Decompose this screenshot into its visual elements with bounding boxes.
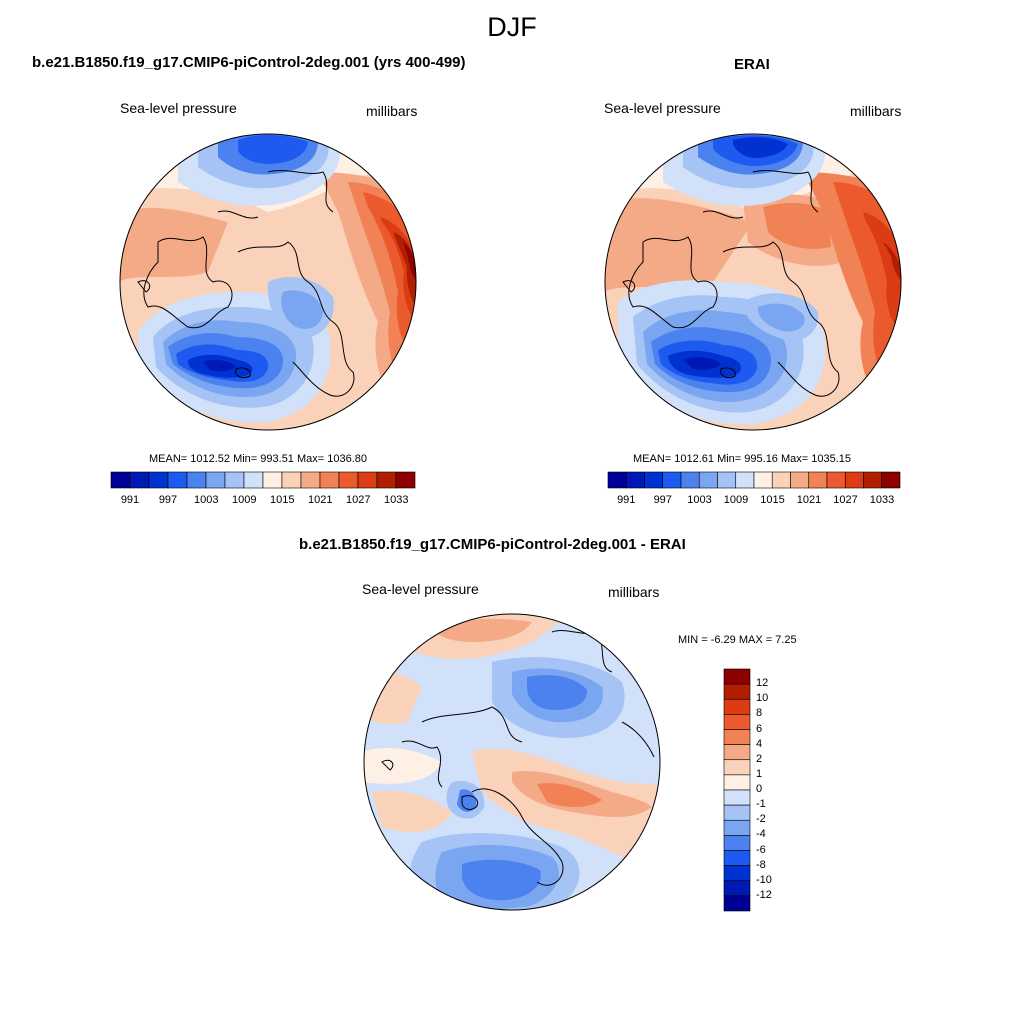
colorbar-swatch: [262, 471, 283, 489]
colorbar-swatch: [357, 471, 378, 489]
colorbar-swatch: [863, 471, 883, 489]
colorbar-swatch: [281, 471, 302, 489]
colorbar-swatch: [723, 835, 751, 851]
colorbar-tick-label: 1021: [796, 494, 822, 506]
colorbar-swatch: [723, 729, 751, 745]
colorbar-swatch: [723, 819, 751, 836]
colorbar-tick-label: 8: [756, 707, 763, 720]
colorbar-swatch: [723, 789, 751, 806]
colorbar-swatch: [723, 714, 751, 730]
colorbar-tick-label: 1027: [833, 494, 858, 506]
colorbar-swatch: [723, 880, 751, 897]
colorbar-swatch: [723, 895, 751, 912]
model-panel-title: b.e21.B1850.f19_g17.CMIP6-piControl-2deg…: [32, 54, 466, 71]
colorbar-tick-label: 6: [756, 722, 763, 735]
colorbar-tick-label: -10: [756, 873, 772, 886]
diff-colorbar: [723, 668, 751, 912]
colorbar-swatch: [881, 471, 901, 489]
obs-panel-title: ERAI: [734, 56, 770, 73]
obs-colorbar: [607, 471, 901, 489]
model-variable-label: Sea-level pressure: [120, 100, 237, 116]
colorbar-tick-label: -2: [756, 813, 766, 826]
colorbar-swatch: [376, 471, 397, 489]
colorbar-tick-label: 1009: [723, 494, 749, 506]
colorbar-tick-label: -12: [756, 888, 772, 901]
colorbar-swatch: [723, 850, 751, 866]
colorbar-swatch: [723, 668, 751, 685]
colorbar-tick-label: 1003: [687, 494, 712, 506]
diff-panel-title: b.e21.B1850.f19_g17.CMIP6-piControl-2deg…: [299, 536, 686, 553]
colorbar-swatch: [129, 471, 150, 489]
model-colorbar: [110, 471, 416, 489]
colorbar-swatch: [148, 471, 169, 489]
colorbar-swatch: [607, 471, 627, 489]
colorbar-swatch: [224, 471, 245, 489]
colorbar-tick-label: 1015: [270, 494, 295, 506]
model-polar-map: [119, 133, 417, 431]
colorbar-tick-label: 4: [756, 737, 763, 750]
diff-units-label: millibars: [608, 584, 660, 600]
diff-variable-label: Sea-level pressure: [362, 581, 479, 597]
colorbar-swatch: [110, 471, 131, 489]
colorbar-tick-label: 997: [653, 494, 672, 506]
colorbar-swatch: [790, 471, 810, 489]
model-stats: MEAN= 1012.52 Min= 993.51 Max= 1036.80: [149, 453, 368, 465]
colorbar-tick-label: -8: [756, 858, 766, 871]
colorbar-swatch: [735, 471, 755, 489]
colorbar-swatch: [625, 471, 645, 489]
colorbar-swatch: [753, 471, 773, 489]
colorbar-swatch: [644, 471, 664, 489]
colorbar-tick-label: 991: [120, 494, 140, 506]
colorbar-swatch: [723, 804, 751, 821]
colorbar-swatch: [698, 471, 718, 489]
colorbar-tick-label: 12: [756, 677, 769, 690]
colorbar-swatch: [771, 471, 791, 489]
colorbar-tick-label: 1009: [232, 494, 257, 506]
colorbar-tick-label: -6: [756, 843, 766, 856]
colorbar-tick-label: 1027: [346, 494, 371, 506]
colorbar-swatch: [300, 471, 321, 489]
colorbar-swatch: [844, 471, 864, 489]
model-units-label: millibars: [366, 103, 418, 119]
colorbar-swatch: [680, 471, 700, 489]
colorbar-tick-label: 1015: [760, 494, 785, 506]
colorbar-swatch: [723, 759, 751, 776]
colorbar-swatch: [338, 471, 359, 489]
colorbar-swatch: [319, 471, 340, 489]
colorbar-swatch: [723, 698, 751, 715]
figure-title: DJF: [487, 12, 537, 42]
colorbar-swatch: [186, 471, 207, 489]
colorbar-tick-label: 2: [756, 752, 763, 765]
colorbar-tick-label: 10: [756, 692, 769, 705]
colorbar-swatch: [395, 471, 416, 489]
diff-stats: MIN = -6.29 MAX = 7.25: [678, 634, 797, 646]
colorbar-tick-label: 0: [756, 783, 763, 795]
colorbar-swatch: [808, 471, 828, 489]
colorbar-swatch: [662, 471, 682, 489]
colorbar-swatch: [826, 471, 846, 489]
colorbar-tick-label: 997: [158, 494, 178, 506]
colorbar-swatch: [723, 774, 751, 791]
diff-polar-map: [363, 613, 661, 911]
colorbar-tick-label: 1: [756, 767, 763, 780]
obs-variable-label: Sea-level pressure: [604, 100, 721, 116]
obs-polar-map: [604, 133, 902, 431]
colorbar-swatch: [717, 471, 737, 489]
colorbar-tick-label: 1033: [869, 494, 895, 506]
colorbar-tick-label: -1: [756, 798, 766, 811]
colorbar-tick-label: -4: [756, 828, 766, 841]
colorbar-tick-label: 1021: [308, 494, 333, 506]
colorbar-swatch: [167, 471, 188, 489]
colorbar-swatch: [723, 865, 751, 882]
colorbar-swatch: [723, 683, 751, 700]
obs-units-label: millibars: [850, 103, 902, 119]
colorbar-tick-label: 1033: [384, 494, 409, 506]
obs-stats: MEAN= 1012.61 Min= 995.16 Max= 1035.15: [633, 453, 852, 465]
colorbar-swatch: [205, 471, 226, 489]
colorbar-swatch: [723, 744, 751, 761]
colorbar-swatch: [243, 471, 264, 489]
colorbar-tick-label: 1003: [194, 494, 219, 506]
colorbar-tick-label: 991: [617, 494, 636, 506]
